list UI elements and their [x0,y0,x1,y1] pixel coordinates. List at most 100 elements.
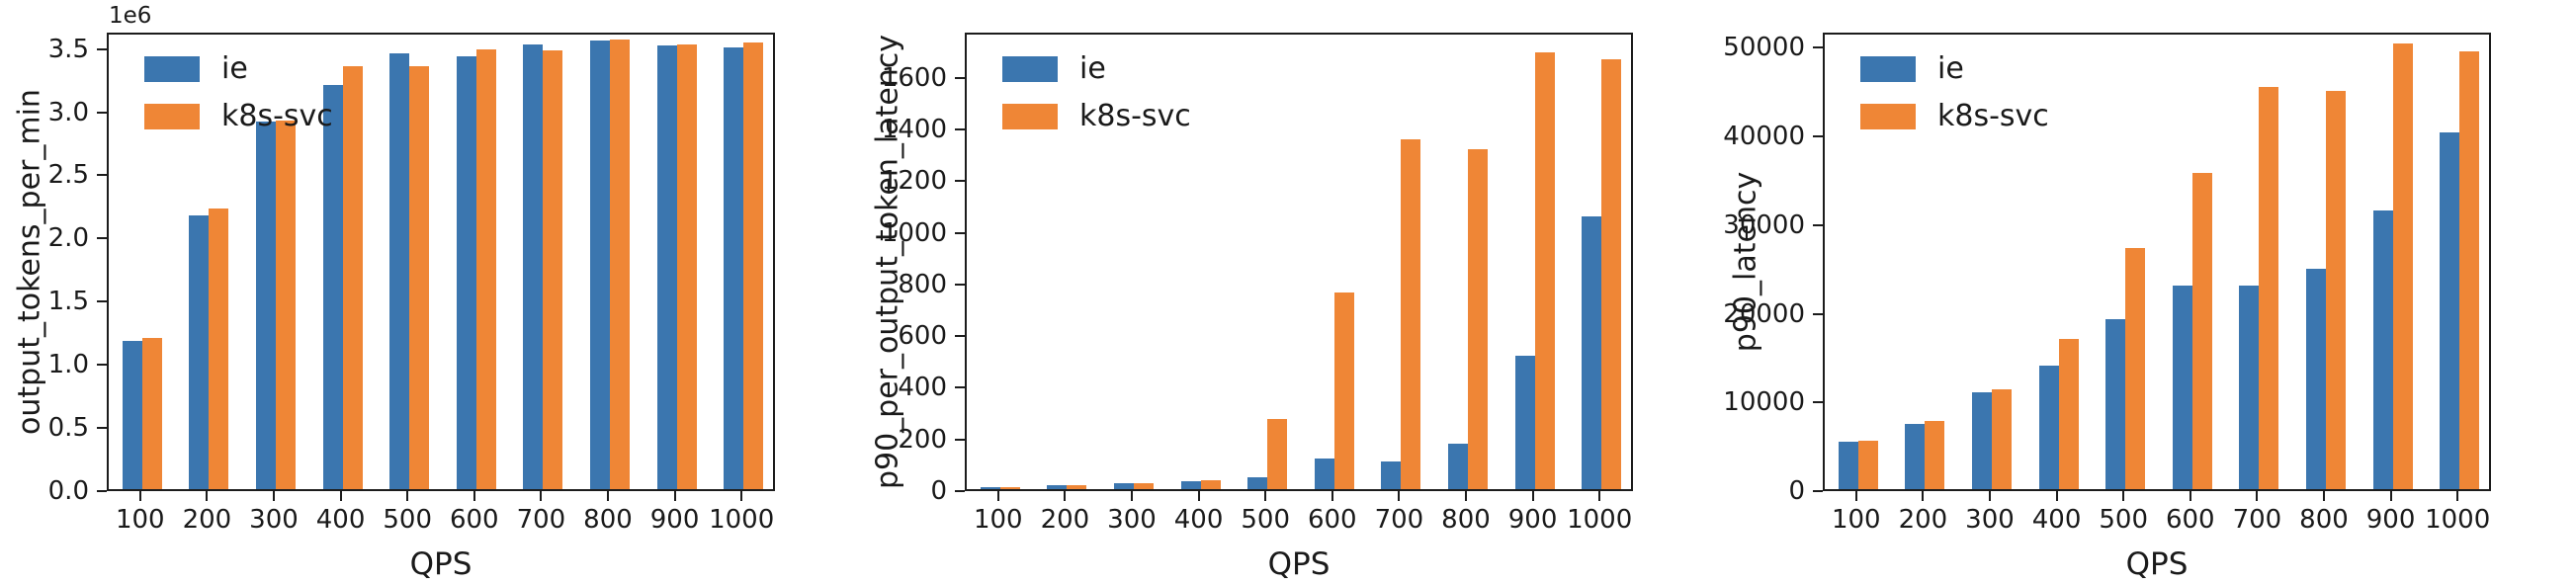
y-tick-mark [1813,135,1823,137]
bar-ie-500 [1247,477,1267,489]
x-tick-mark [138,491,141,501]
x-tick-label: 400 [1173,505,1224,535]
bar-ie-800 [1448,444,1468,489]
x-tick-label: 900 [2365,505,2416,535]
legend-item: ie [144,54,333,84]
x-tick-mark [607,491,609,501]
x-tick-mark [1989,491,1991,501]
bar-ie-300 [1972,392,1992,489]
legend-swatch-ie [1002,56,1058,82]
bar-k8s-svc-400 [343,66,363,489]
y-tick-mark [955,386,965,389]
x-tick-label: 900 [649,505,700,535]
bar-k8s-svc-700 [2259,87,2278,489]
bar-ie-800 [2306,269,2326,489]
legend-label: k8s-svc [1937,99,2049,133]
x-tick-label: 500 [1241,505,1290,535]
y-tick-mark [97,300,107,303]
x-tick-mark [339,491,342,501]
bar-k8s-svc-1000 [743,42,763,489]
bar-k8s-svc-700 [1401,139,1420,489]
x-tick-label: 700 [2232,505,2282,535]
x-tick-label: 300 [1965,505,2015,535]
legend-item: k8s-svc [144,102,333,131]
y-axis-label: output_tokens_per_min [12,89,47,435]
x-tick-label: 800 [583,505,633,535]
y-tick-label: 0 [930,476,947,506]
y-tick-label: 1600 [881,62,947,93]
x-tick-mark [472,491,475,501]
chart-output-tokens-per-min: output_tokens_per_min 1e6 ie k8s-svc 0.0 0.5 1… [0,0,858,585]
bar-k8s-svc-900 [677,44,697,489]
bar-ie-1000 [2440,132,2459,489]
legend-swatch-k8s-svc [1002,104,1058,129]
x-tick-mark [1197,491,1200,501]
x-tick-mark [406,491,409,501]
x-tick-label: 700 [1374,505,1424,535]
x-tick-mark [1331,491,1333,501]
bar-k8s-svc-200 [1067,485,1086,489]
x-tick-label: 200 [182,505,232,535]
bar-ie-400 [1181,481,1201,489]
y-tick-mark [97,237,107,240]
bar-k8s-svc-500 [1267,419,1287,489]
y-tick-mark [1813,401,1823,404]
x-tick-mark [996,491,999,501]
y-tick-mark [97,111,107,114]
y-tick-label: 0.0 [47,476,89,506]
x-tick-mark [740,491,743,501]
y-tick-label: 40000 [1723,122,1805,151]
legend-item: ie [1002,54,1191,84]
bar-k8s-svc-400 [1201,480,1221,489]
x-axis-label: QPS [2125,546,2189,582]
y-tick-label: 200 [898,424,947,455]
x-tick-mark [2122,491,2125,501]
x-tick-label: 100 [1831,505,1881,535]
bar-k8s-svc-200 [209,209,228,489]
legend-label: ie [1937,51,1964,86]
bar-k8s-svc-1000 [1601,59,1621,489]
bar-ie-200 [189,215,209,489]
bar-ie-700 [523,44,543,489]
bar-ie-200 [1047,485,1067,489]
y-tick-label: 800 [898,269,947,299]
x-tick-mark [2055,491,2058,501]
y-tick-label: 400 [898,373,947,403]
x-tick-mark [673,491,676,501]
x-tick-mark [1465,491,1467,501]
y-tick-mark [97,47,107,50]
y-tick-mark [1813,46,1823,49]
x-tick-mark [1264,491,1267,501]
x-tick-label: 600 [2165,505,2215,535]
legend-item: k8s-svc [1002,102,1191,131]
plot-area: ie k8s-svc [107,33,775,491]
x-tick-label: 400 [315,505,366,535]
bar-k8s-svc-800 [610,40,630,489]
legend-label: k8s-svc [221,99,333,133]
bar-ie-400 [2039,366,2059,489]
x-tick-label: 200 [1040,505,1090,535]
bar-k8s-svc-100 [1000,487,1020,489]
legend-item: k8s-svc [1860,102,2049,131]
y-tick-mark [1813,490,1823,492]
y-tick-label: 0 [1788,476,1805,506]
bar-ie-1000 [1582,216,1601,489]
x-tick-mark [1398,491,1401,501]
bar-ie-100 [1839,442,1858,489]
y-axis-offset-text: 1e6 [109,3,152,29]
bar-ie-300 [1114,483,1134,489]
y-tick-mark [97,427,107,430]
x-tick-label: 900 [1507,505,1558,535]
bar-ie-500 [389,53,409,489]
bar-k8s-svc-300 [1134,483,1154,489]
bar-ie-700 [1381,461,1401,489]
legend-swatch-ie [1860,56,1916,82]
bar-ie-200 [1905,424,1925,489]
bar-k8s-svc-200 [1925,421,1944,489]
y-tick-label: 3.5 [47,34,89,64]
x-axis-label: QPS [1267,546,1331,582]
bar-k8s-svc-800 [2326,91,2346,489]
x-tick-label: 1000 [1567,505,1633,535]
legend: ie k8s-svc [1860,54,2049,149]
